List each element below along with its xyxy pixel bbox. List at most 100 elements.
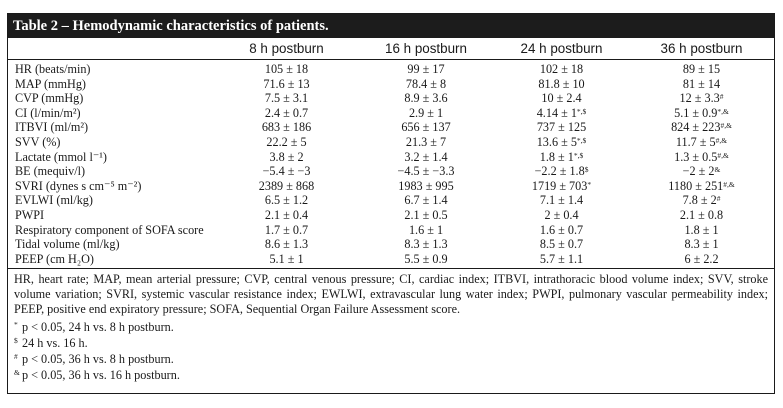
table-cell: 1.6 ± 1 bbox=[358, 223, 494, 238]
table-cell: 1.7 ± 0.7 bbox=[215, 223, 358, 238]
table-cell: −2 ± 2& bbox=[629, 164, 774, 179]
cell-value: 2.4 ± 0.7 bbox=[264, 105, 309, 120]
table-cell: 105 ± 18 bbox=[215, 60, 358, 77]
table-cell: 1.6 ± 0.7 bbox=[494, 223, 629, 238]
table-row: SVRI (dynes s cm⁻⁵ m⁻²) 2389 ± 868 1983 ± … bbox=[8, 179, 774, 194]
significance-marker: * bbox=[587, 179, 592, 189]
cell-value: 656 ± 137 bbox=[401, 120, 451, 135]
cell-value: 99 ± 17 bbox=[407, 62, 445, 76]
cell-value: 1.6 ± 0.7 bbox=[539, 222, 584, 237]
column-header-16h: 16 h postburn bbox=[358, 38, 494, 60]
cell-value: 8.5 ± 0.7 bbox=[539, 237, 584, 252]
cell-value: 737 ± 125 bbox=[536, 120, 587, 135]
cell-value: 11.7 ± 5 bbox=[675, 134, 716, 149]
cell-value: 4.14 ± 1 bbox=[536, 105, 577, 120]
cell-value: 1.6 ± 1 bbox=[408, 222, 444, 237]
footnote: $24 h vs. 16 h. bbox=[14, 334, 768, 350]
table-cell: 8.3 ± 1.3 bbox=[358, 237, 494, 252]
row-label: HR (beats/min) bbox=[15, 62, 91, 76]
table-cell: 89 ± 15 bbox=[629, 60, 774, 77]
cell-value: 7.8 ± 2 bbox=[682, 193, 717, 208]
significance-marker: *,& bbox=[717, 106, 729, 116]
cell-value: 10 ± 2.4 bbox=[541, 91, 582, 106]
table-cell: 2.1 ± 0.8 bbox=[629, 208, 774, 223]
table-cell: 13.6 ± 5*,$ bbox=[494, 135, 629, 150]
table-row: CVP (mmHg) 7.5 ± 3.1 8.9 ± 3.6 10 ± 2.4 12 ±… bbox=[8, 91, 774, 106]
row-label: Lactate (mmol l⁻¹) bbox=[15, 149, 107, 164]
cell-value: 2.9 ± 1 bbox=[408, 105, 444, 120]
table-cell: 5.1 ± 1 bbox=[215, 252, 358, 269]
significance-marker: # bbox=[716, 194, 721, 204]
significance-marker: #,& bbox=[717, 150, 729, 160]
table-row: ITBVI (ml/m²) 683 ± 186 656 ± 137 737 ± 125… bbox=[8, 120, 774, 135]
table-cell: 2.1 ± 0.5 bbox=[358, 208, 494, 223]
table-cell: 11.7 ± 5#,& bbox=[629, 135, 774, 150]
cell-value: 13.6 ± 5 bbox=[536, 134, 577, 149]
cell-value: 2.1 ± 0.8 bbox=[679, 207, 724, 222]
cell-value: 102 ± 18 bbox=[539, 62, 584, 76]
cell-value: 81.8 ± 10 bbox=[538, 76, 585, 91]
table-cell: 5.1 ± 0.9*,& bbox=[629, 106, 774, 121]
significance-marker: *,$ bbox=[573, 150, 584, 160]
table-title: Table 2 – Hemodynamic characteristics of… bbox=[8, 14, 774, 38]
row-label: SVV (%) bbox=[15, 134, 61, 149]
table-cell: 1.8 ± 1*,$ bbox=[494, 150, 629, 165]
cell-value: 12 ± 3.3 bbox=[679, 91, 720, 106]
row-label: BE (mequiv/l) bbox=[15, 164, 86, 179]
row-label: CI (l/min/m²) bbox=[15, 105, 81, 120]
table-row: Tidal volume (ml/kg) 8.6 ± 1.3 8.3 ± 1.3 8.… bbox=[8, 237, 774, 252]
table-cell: 81.8 ± 10 bbox=[494, 77, 629, 92]
column-header-parameter bbox=[8, 38, 215, 60]
cell-value: 89 ± 15 bbox=[682, 62, 721, 76]
cell-value: 6.7 ± 1.4 bbox=[404, 193, 448, 208]
table-row: MAP (mmHg) 71.6 ± 13 78.4 ± 8 81.8 ± 10 81 ±… bbox=[8, 77, 774, 92]
table-cell: 8.3 ± 1 bbox=[629, 237, 774, 252]
footnote-symbol: $ bbox=[14, 336, 18, 346]
cell-value: 1.8 ± 1 bbox=[684, 222, 719, 237]
table-header: 8 h postburn 16 h postburn 24 h postburn… bbox=[8, 38, 774, 60]
cell-value: 7.5 ± 3.1 bbox=[264, 91, 309, 106]
cell-value: 7.1 ± 1.4 bbox=[539, 193, 584, 208]
table-row: SVV (%) 22.2 ± 5 21.3 ± 7 13.6 ± 5*,$ 11.7 ±… bbox=[8, 135, 774, 150]
cell-value: 8.6 ± 1.3 bbox=[264, 237, 309, 252]
footnote: # p < 0.05, 36 h vs. 8 h postburn. bbox=[14, 350, 768, 366]
footnote-text: p < 0.05, 36 h vs. 8 h postburn. bbox=[22, 352, 174, 367]
cell-value: −2.2 ± 1.8 bbox=[534, 164, 585, 179]
cell-value: 683 ± 186 bbox=[261, 120, 312, 135]
table-cell: 8.6 ± 1.3 bbox=[215, 237, 358, 252]
cell-value: −5.4 ± −3 bbox=[262, 164, 311, 179]
cell-value: 81 ± 14 bbox=[682, 76, 721, 91]
table-cell: 2 ± 0.4 bbox=[494, 208, 629, 223]
table-row: CI (l/min/m²) 2.4 ± 0.7 2.9 ± 1 4.14 ± 1*,$… bbox=[8, 106, 774, 121]
cell-value: 2 ± 0.4 bbox=[544, 207, 579, 222]
abbreviations-note: HR, heart rate; MAP, mean arterial press… bbox=[14, 272, 768, 317]
cell-value: 1983 ± 995 bbox=[398, 178, 454, 193]
table-body: HR (beats/min) 105 ± 18 99 ± 17 102 ± 18 89 … bbox=[8, 60, 774, 269]
row-label: EVLWI (ml/kg) bbox=[15, 193, 93, 208]
footnote-symbol: & bbox=[14, 368, 20, 378]
table-cell: 7.1 ± 1.4 bbox=[494, 193, 629, 208]
cell-value: 824 ± 223 bbox=[671, 120, 721, 135]
row-label: ITBVI (ml/m²) bbox=[15, 120, 89, 135]
hemodynamic-table: 8 h postburn 16 h postburn 24 h postburn… bbox=[8, 38, 774, 268]
row-label: CVP (mmHg) bbox=[15, 91, 84, 106]
table-row: HR (beats/min) 105 ± 18 99 ± 17 102 ± 18 89 … bbox=[8, 60, 774, 77]
footnote-symbol: * bbox=[14, 320, 18, 330]
table-cell: −5.4 ± −3 bbox=[215, 164, 358, 179]
table-cell: 2.1 ± 0.4 bbox=[215, 208, 358, 223]
table-cell: 1983 ± 995 bbox=[358, 179, 494, 194]
table-cell: 78.4 ± 8 bbox=[358, 77, 494, 92]
table-cell: 8.5 ± 0.7 bbox=[494, 237, 629, 252]
row-label: MAP (mmHg) bbox=[15, 76, 86, 91]
column-header-8h: 8 h postburn bbox=[215, 38, 358, 60]
cell-value: 71.6 ± 13 bbox=[263, 76, 310, 91]
significance-marker: *,$ bbox=[576, 135, 587, 145]
cell-value: 2389 ± 868 bbox=[258, 178, 315, 193]
table-cell: 1.8 ± 1 bbox=[629, 223, 774, 238]
cell-value: 3.8 ± 2 bbox=[269, 149, 304, 164]
table-cell: 6 ± 2.2 bbox=[629, 252, 774, 269]
table-row: Lactate (mmol l⁻¹) 3.8 ± 2 3.2 ± 1.4 1.8 ± … bbox=[8, 150, 774, 165]
significance-marker: *,$ bbox=[576, 106, 587, 116]
cell-value: 1.7 ± 0.7 bbox=[264, 222, 309, 237]
cell-value: 105 ± 18 bbox=[264, 62, 309, 76]
